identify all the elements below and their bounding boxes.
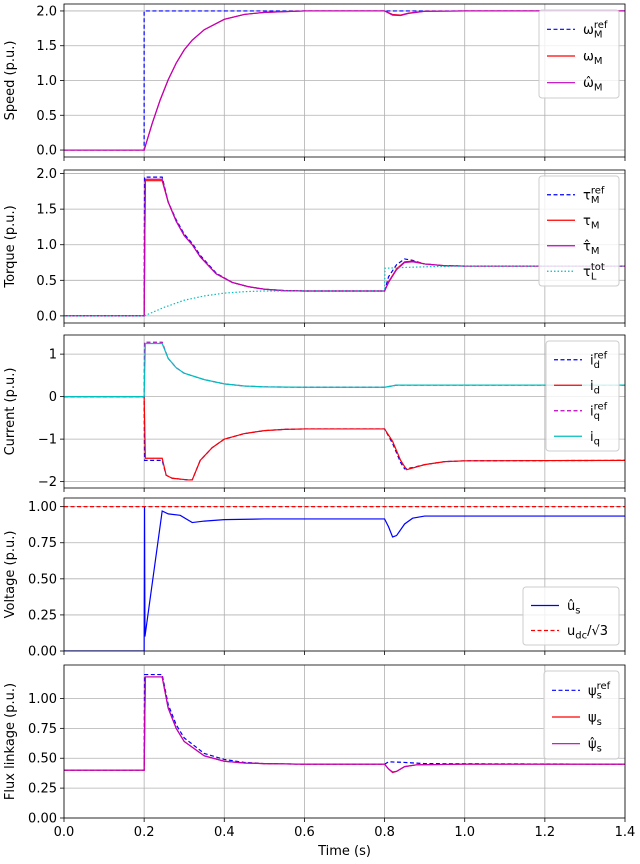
y-tick-label: −2 xyxy=(38,475,57,490)
panel-1: 0.0 0.5 1.0 1.5 2.0 Speed (p.u.) ωMref ωM ω̂M xyxy=(3,3,626,161)
y-tick-label: 1 xyxy=(49,348,57,363)
y-tick-label: 0.25 xyxy=(28,782,57,797)
legend-label: τMref xyxy=(583,185,605,206)
y-axis-label: Speed (p.u.) xyxy=(3,41,18,121)
series-line-3 xyxy=(64,178,625,317)
y-axis-label: Current (p.u.) xyxy=(3,368,18,456)
y-axis-label: Flux linkage (p.u.) xyxy=(3,683,18,800)
x-tick-label: 0.4 xyxy=(214,825,235,840)
x-tick-label: 0.6 xyxy=(294,825,315,840)
y-tick-label: 1.5 xyxy=(36,203,57,218)
series-line-1 xyxy=(64,673,625,771)
y-tick-label: 1.00 xyxy=(28,692,57,707)
y-tick-label: 0.75 xyxy=(28,722,57,737)
series-line-4 xyxy=(64,342,625,398)
legend: ψsref ψs ψ̂s xyxy=(543,670,620,760)
y-tick-label: 0.50 xyxy=(28,752,57,767)
x-axis-label: Time (s) xyxy=(317,844,371,859)
axes-frame xyxy=(63,334,626,489)
legend-box xyxy=(538,9,620,99)
panel-2: 0.0 0.5 1.0 1.5 2.0 Torque (p.u.) τMref τM τ̂M τL… xyxy=(3,167,626,327)
y-tick-label: −1 xyxy=(38,433,57,448)
legend-box xyxy=(543,670,620,760)
panel-4: 0.00 0.25 0.50 0.75 1.00 Voltage (p.u.) ûs udc/… xyxy=(3,497,626,660)
series-line-1 xyxy=(64,506,625,651)
legend-label: id xyxy=(590,379,600,397)
series-line-2 xyxy=(64,396,625,481)
panel-3: −2 −1 0 1 Current (p.u.) idref id iqref iq xyxy=(3,334,626,492)
series-line-3 xyxy=(64,341,625,398)
series-line-3 xyxy=(64,676,625,773)
series-line-3 xyxy=(64,10,625,151)
series-line-4 xyxy=(64,265,625,317)
legend: ûs udc/√3 xyxy=(522,586,620,646)
legend-label: ψs xyxy=(588,711,602,729)
x-tick-label: 0.2 xyxy=(134,825,155,840)
legend-label: ûs xyxy=(567,599,580,617)
y-tick-label: 0 xyxy=(49,390,57,405)
y-tick-label: 0.0 xyxy=(36,144,57,159)
y-tick-label: 0.0 xyxy=(36,309,57,324)
y-tick-label: 2.0 xyxy=(36,4,57,19)
x-tick-label: 0.0 xyxy=(54,825,75,840)
y-tick-label: 1.0 xyxy=(36,238,57,253)
legend-label: iq xyxy=(590,430,600,448)
legend-label: τM xyxy=(583,214,599,232)
legend-label: iqref xyxy=(590,401,608,422)
y-tick-label: 0.50 xyxy=(28,572,57,587)
x-tick-label: 1.4 xyxy=(615,825,636,840)
legend: ωMref ωM ω̂M xyxy=(538,9,620,99)
y-axis-label: Voltage (p.u.) xyxy=(3,531,18,619)
legend-label: ωM xyxy=(583,50,603,68)
legend: idref id iqref iq xyxy=(545,340,620,452)
axes-frame xyxy=(63,169,626,324)
legend-box xyxy=(545,340,620,452)
y-tick-label: 1.00 xyxy=(28,500,57,515)
axes-frame xyxy=(63,3,626,158)
panel-5: 0.00 0.25 0.50 0.75 1.00 Flux linkage (p.u.) ψ… xyxy=(3,664,636,859)
legend-label: ψ̂s xyxy=(588,737,602,755)
x-tick-label: 0.8 xyxy=(374,825,395,840)
y-tick-label: 0.5 xyxy=(36,274,57,289)
legend-label: ω̂M xyxy=(583,76,603,94)
x-tick-label: 1.2 xyxy=(535,825,556,840)
y-tick-label: 0.75 xyxy=(28,536,57,551)
axes-frame xyxy=(63,664,626,819)
y-tick-label: 1.0 xyxy=(36,74,57,89)
legend-label: idref xyxy=(590,350,608,371)
y-tick-label: 1.5 xyxy=(36,39,57,54)
legend-box xyxy=(538,175,620,287)
legend: τMref τM τ̂M τLtot xyxy=(538,175,620,287)
legend-label: ψsref xyxy=(588,681,611,702)
y-tick-label: 0.00 xyxy=(28,812,57,827)
y-tick-label: 2.0 xyxy=(36,167,57,182)
legend-label: τ̂M xyxy=(583,239,599,257)
series-line-1 xyxy=(64,396,625,481)
axes-frame xyxy=(63,497,626,652)
y-tick-label: 0.25 xyxy=(28,608,57,623)
y-axis-label: Torque (p.u.) xyxy=(3,205,18,288)
y-tick-label: 0.5 xyxy=(36,109,57,124)
legend-label: τLtot xyxy=(583,262,605,283)
x-tick-label: 1.0 xyxy=(454,825,475,840)
legend-label: ωMref xyxy=(583,20,608,41)
legend-label: udc/√3 xyxy=(567,624,608,642)
y-tick-label: 0.00 xyxy=(28,645,57,660)
